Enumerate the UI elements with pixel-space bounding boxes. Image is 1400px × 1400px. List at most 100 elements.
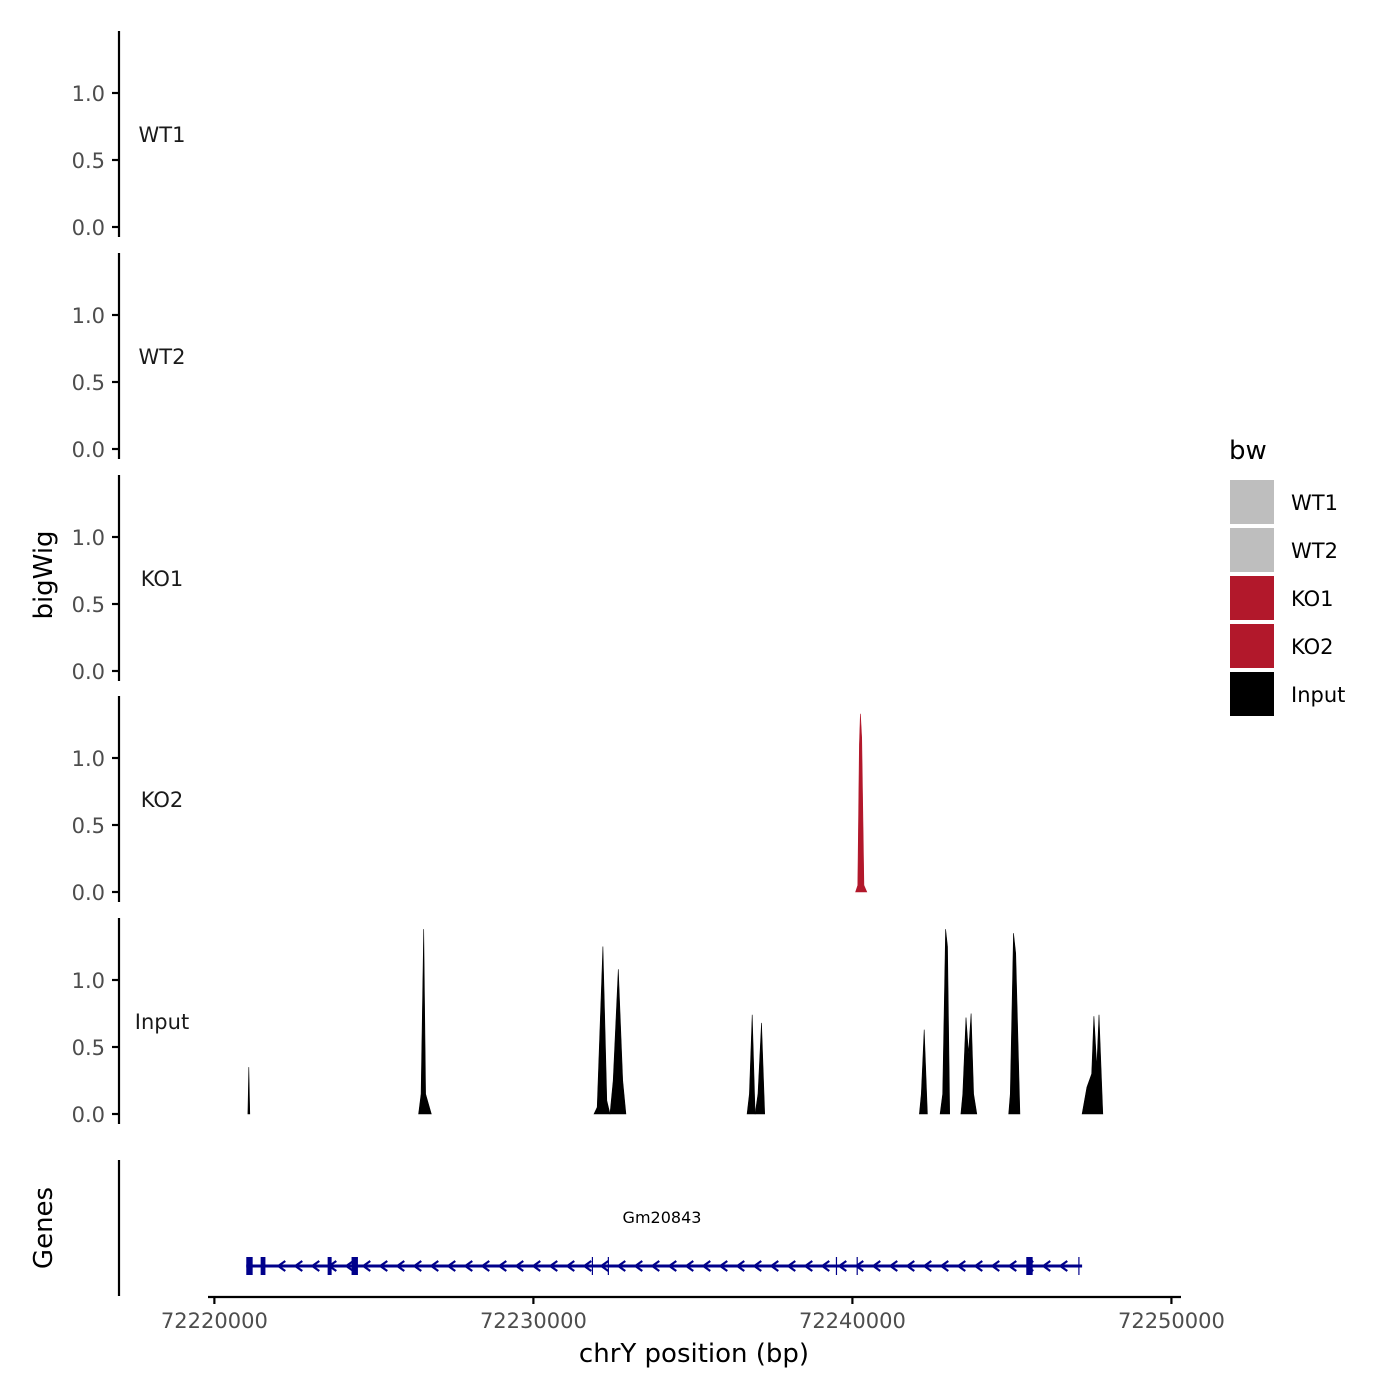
- strand-arrow: [1058, 1260, 1068, 1272]
- legend-title: bw: [1229, 436, 1267, 466]
- signal-peak: [593, 946, 611, 1115]
- x-axis: 72220000 72230000 72240000 72250000: [161, 1295, 1225, 1333]
- strand-arrow: [429, 1260, 439, 1272]
- signal-peak: [1081, 1014, 1104, 1115]
- strand-arrow: [463, 1260, 473, 1272]
- strand-arrow: [293, 1260, 303, 1272]
- track-panel-wt1: 0.0 0.5 1.0 WT1: [72, 31, 186, 240]
- strand-arrow: [888, 1260, 898, 1272]
- y-tick-label: 0.5: [72, 1036, 105, 1060]
- tracks-layer: 0.00.51.0WT10.00.51.0WT20.00.51.0KO10.00…: [72, 31, 1104, 1127]
- legend-swatch-ko1: [1230, 576, 1274, 620]
- strand-arrow: [752, 1260, 762, 1272]
- y-tick-label: 0.0: [72, 438, 105, 462]
- gene-exon: [260, 1257, 266, 1275]
- signal-peak: [746, 1014, 756, 1115]
- strand-arrow: [956, 1260, 966, 1272]
- y-tick-label: 0.0: [72, 881, 105, 905]
- y-tick-label: 1.0: [72, 526, 105, 550]
- track-label-ko2: KO2: [141, 788, 184, 812]
- y-tick-label: 0.5: [72, 371, 105, 395]
- strand-arrow: [922, 1260, 932, 1272]
- y-tick-label: 1.0: [72, 747, 105, 771]
- strand-arrow: [1041, 1260, 1051, 1272]
- strand-arrow: [412, 1260, 422, 1272]
- x-tick-label: 72220000: [161, 1309, 268, 1333]
- y-tick-label: 0.0: [72, 1103, 105, 1127]
- strand-arrow: [718, 1260, 728, 1272]
- strand-arrow: [1007, 1260, 1017, 1272]
- gene-exon: [246, 1257, 253, 1275]
- strand-arrow: [973, 1260, 983, 1272]
- strand-arrow: [344, 1260, 354, 1272]
- y-tick-label: 0.0: [72, 660, 105, 684]
- track-label-ko1: KO1: [141, 567, 184, 591]
- y-tick-label: 1.0: [72, 304, 105, 328]
- strand-arrow: [684, 1260, 694, 1272]
- y-tick-label: 1.0: [72, 82, 105, 106]
- y-tick-label: 1.0: [72, 969, 105, 993]
- y-tick-label: 0.5: [72, 814, 105, 838]
- y-tick-label: 0.5: [72, 149, 105, 173]
- signal-peak: [960, 1013, 978, 1115]
- legend-label-wt2: WT2: [1291, 539, 1338, 563]
- legend-label-ko2: KO2: [1291, 635, 1334, 659]
- signal-peak: [247, 1067, 251, 1115]
- strand-arrow: [786, 1260, 796, 1272]
- gene-name-label: Gm20843: [623, 1208, 702, 1227]
- gene-track: [117, 1160, 1083, 1296]
- strand-arrow: [599, 1260, 609, 1272]
- gene-exon: [351, 1257, 358, 1275]
- legend: bw WT1 WT2 KO1 KO2 Input: [1229, 436, 1345, 716]
- genes-axis-title: Genes: [29, 1187, 59, 1269]
- strand-arrow: [565, 1260, 575, 1272]
- strand-arrow: [837, 1260, 847, 1272]
- strand-arrow: [616, 1260, 626, 1272]
- strand-arrow: [531, 1260, 541, 1272]
- track-label-wt1: WT1: [139, 123, 186, 147]
- legend-label-input: Input: [1291, 683, 1345, 707]
- strand-arrow: [582, 1260, 592, 1272]
- track-panel-input: 0.0 0.5 1.0 Input: [72, 918, 1104, 1127]
- strand-arrow: [701, 1260, 711, 1272]
- legend-swatch-ko2: [1230, 624, 1274, 668]
- strand-arrow: [361, 1260, 371, 1272]
- strand-arrow: [871, 1260, 881, 1272]
- signal-peak: [939, 929, 951, 1115]
- strand-arrow: [276, 1260, 286, 1272]
- x-tick-label: 72240000: [799, 1309, 906, 1333]
- signal-peak: [418, 929, 432, 1115]
- legend-swatch-input: [1230, 672, 1274, 716]
- track-panel-wt2: 0.0 0.5 1.0 WT2: [72, 253, 186, 462]
- strand-arrow: [735, 1260, 745, 1272]
- signal-peak: [609, 969, 627, 1115]
- strand-arrow: [514, 1260, 524, 1272]
- track-label-input: Input: [135, 1010, 189, 1034]
- legend-swatch-wt1: [1230, 480, 1274, 524]
- strand-arrow: [650, 1260, 660, 1272]
- legend-swatch-wt2: [1230, 528, 1274, 572]
- signal-peak: [754, 1022, 766, 1115]
- gene-exon: [1026, 1257, 1033, 1275]
- strand-arrow: [1024, 1260, 1034, 1272]
- signal-peak: [1008, 933, 1021, 1115]
- strand-arrow: [667, 1260, 677, 1272]
- signal-peak: [855, 713, 868, 893]
- strand-arrow: [446, 1260, 456, 1272]
- x-axis-title: chrY position (bp): [579, 1339, 809, 1369]
- legend-label-wt1: WT1: [1291, 491, 1338, 515]
- track-label-wt2: WT2: [139, 345, 186, 369]
- strand-arrow: [820, 1260, 830, 1272]
- strand-arrow: [378, 1260, 388, 1272]
- legend-label-ko1: KO1: [1291, 587, 1334, 611]
- strand-arrow: [633, 1260, 643, 1272]
- y-tick-label: 0.5: [72, 593, 105, 617]
- track-panel-ko1: 0.0 0.5 1.0 KO1: [72, 475, 184, 684]
- strand-arrow: [939, 1260, 949, 1272]
- track-panel-ko2: 0.0 0.5 1.0 KO2: [72, 696, 868, 905]
- strand-arrow: [905, 1260, 915, 1272]
- strand-arrow: [854, 1260, 864, 1272]
- x-tick-label: 72230000: [480, 1309, 587, 1333]
- strand-arrow: [310, 1260, 320, 1272]
